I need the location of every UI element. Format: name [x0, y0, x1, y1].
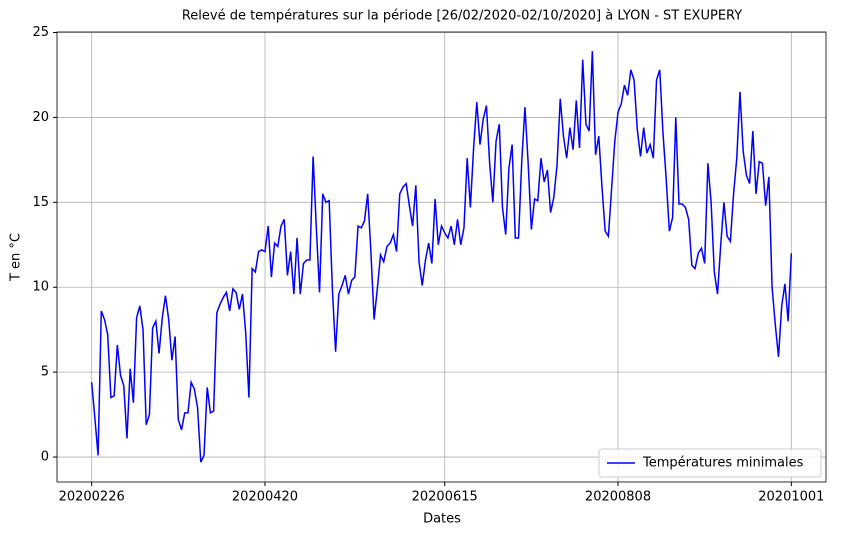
y-tick-label: 10 [32, 280, 49, 295]
x-tick-label: 20200808 [585, 490, 651, 505]
y-tick-label: 20 [32, 110, 49, 125]
plot-frame [56, 31, 827, 483]
legend-label: Températures minimales [642, 456, 804, 471]
y-tick-label: 5 [41, 365, 49, 380]
x-tick-label: 20201001 [758, 490, 824, 505]
legend: Températures minimales [598, 448, 822, 478]
y-axis-label: T en °C [9, 233, 24, 282]
x-axis-label: Dates [423, 512, 461, 527]
data-line [90, 51, 793, 463]
x-tick-label: 20200420 [232, 490, 298, 505]
x-tick-label: 20200226 [59, 490, 125, 505]
y-tick-label: 15 [32, 195, 49, 210]
y-tick-label: 25 [32, 25, 49, 40]
y-tick-label: 0 [41, 450, 49, 465]
legend-box [598, 448, 822, 478]
x-tick-label: 20200615 [412, 490, 478, 505]
chart-title: Relevé de températures sur la période [2… [182, 9, 742, 24]
